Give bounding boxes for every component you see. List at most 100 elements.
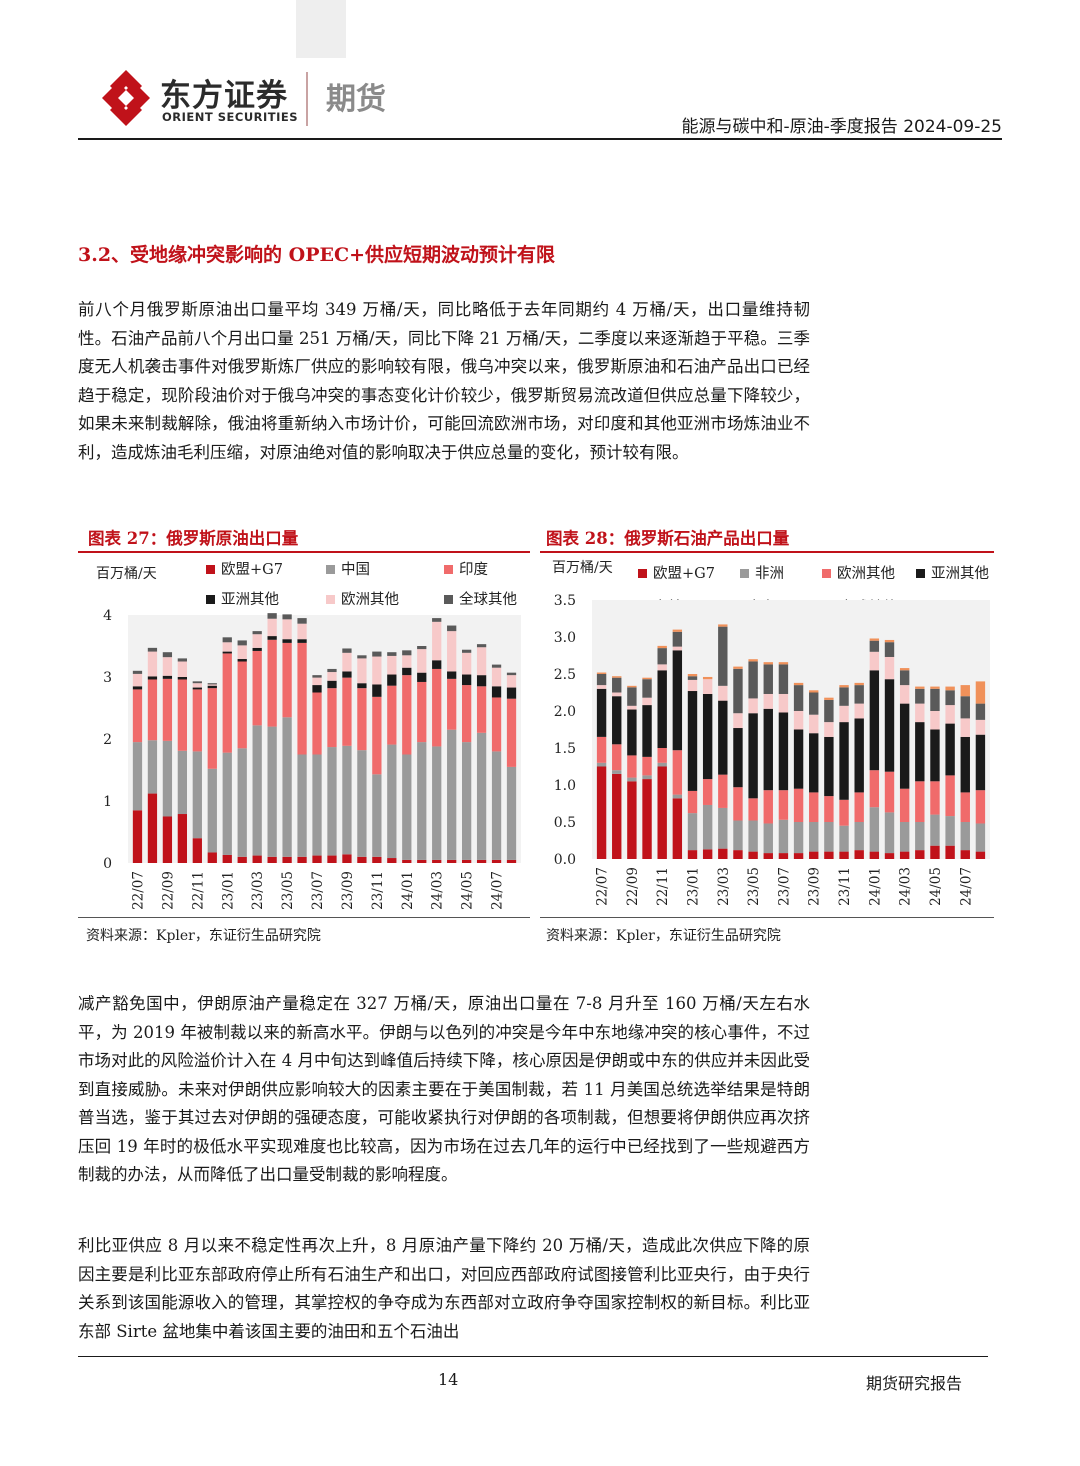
bar-segment: [642, 779, 652, 859]
y-tick-label: 1.5: [554, 741, 576, 757]
bar-segment: [267, 639, 277, 727]
x-tick-label: 24/01: [400, 871, 416, 910]
bar-segment: [342, 677, 352, 746]
bar-segment: [763, 708, 773, 791]
paragraph-2: 减产豁免国中，伊朗原油产量稳定在 327 万桶/天，原油出口量在 7-8 月升至…: [78, 994, 810, 1184]
bar-segment: [869, 670, 880, 771]
bar-segment: [387, 744, 397, 859]
bar-segment: [657, 762, 667, 767]
bar-segment: [899, 670, 910, 686]
bar-segment: [945, 690, 955, 706]
bar-segment: [327, 747, 337, 856]
bar-segment: [447, 671, 457, 679]
bar-segment: [297, 642, 307, 755]
bar-segment: [763, 662, 773, 665]
bar-segment: [476, 732, 487, 860]
bar-segment: [642, 677, 652, 680]
bar-segment: [657, 748, 667, 763]
bar-segment: [237, 748, 247, 857]
legend-swatch: [638, 569, 647, 578]
bar-segment: [687, 674, 698, 677]
bar-segment: [809, 792, 819, 822]
legend-label: 中国: [341, 561, 370, 578]
bar-segment: [642, 705, 652, 757]
bar-segment: [839, 722, 849, 800]
bar-segment: [372, 774, 382, 857]
bar-segment: [267, 618, 277, 637]
bar-segment: [342, 648, 352, 653]
bar-segment: [132, 673, 143, 687]
bar-segment: [192, 683, 202, 688]
bar-segment: [447, 859, 457, 863]
bar-segment: [177, 661, 188, 677]
legend-label: 欧盟+G7: [221, 561, 283, 578]
legend-swatch: [444, 565, 453, 574]
bar-segment: [975, 790, 986, 824]
bar-segment: [372, 684, 382, 697]
bar-segment: [809, 692, 819, 715]
bar-segment: [402, 754, 412, 860]
y-tick-label: 2: [103, 732, 112, 748]
bar-segment: [733, 820, 743, 851]
bar-segment: [596, 736, 607, 763]
bar-segment: [222, 854, 232, 863]
bar-segment: [162, 816, 173, 863]
bar-segment: [884, 656, 895, 680]
x-tick-label: 23/01: [686, 867, 702, 906]
bar-segment: [945, 686, 955, 691]
bar-segment: [778, 712, 789, 791]
bar-segment: [132, 742, 143, 811]
bar-segment: [824, 796, 834, 822]
bar-segment: [642, 679, 652, 698]
bar-segment: [147, 740, 158, 794]
bar-segment: [476, 859, 487, 863]
y-tick-label: 0.0: [554, 852, 576, 868]
bar-segment: [432, 621, 442, 661]
bar-segment: [672, 646, 683, 651]
bar-segment: [282, 619, 292, 640]
bar-segment: [596, 674, 607, 686]
paragraph-3: 利比亚供应 8 月以来不稳定性再次上升，8 月原油产量下降约 20 万桶/天，造…: [78, 1236, 810, 1341]
bar-segment: [748, 698, 758, 714]
y-tick-label: 3: [103, 670, 112, 686]
bar-segment: [342, 652, 352, 672]
bar-segment: [476, 675, 487, 687]
bar-segment: [297, 623, 307, 640]
bar-segment: [162, 652, 173, 658]
x-tick-label: 22/07: [130, 871, 146, 910]
y-tick-label: 0: [103, 856, 112, 872]
bar-segment: [372, 696, 382, 775]
legend-swatch: [822, 569, 831, 578]
page-number: 14: [438, 1370, 459, 1389]
bar-segment: [748, 851, 758, 859]
bar-segment: [207, 685, 217, 689]
bar-segment: [147, 651, 158, 677]
bar-segment: [192, 838, 202, 863]
bar-segment: [687, 813, 698, 851]
bar-segment: [402, 655, 412, 668]
x-tick-label: 23/11: [837, 867, 853, 906]
bar-segment: [687, 676, 698, 680]
bar-segment: [237, 659, 247, 662]
bar-segment: [312, 855, 322, 863]
x-tick-label: 23/05: [746, 867, 762, 906]
bar-segment: [491, 859, 502, 863]
y-tick-label: 3.0: [554, 630, 576, 646]
bar-segment: [945, 723, 955, 776]
bar-segment: [930, 845, 940, 859]
bar-segment: [612, 773, 622, 859]
bar-segment: [899, 668, 910, 671]
bar-segment: [975, 681, 986, 704]
bar-segment: [461, 674, 472, 686]
y-axis-label: 百万桶/天: [552, 560, 613, 576]
bar-segment: [930, 781, 940, 815]
bar-segment: [930, 814, 940, 846]
bar-segment: [733, 850, 743, 859]
bar-segment: [132, 689, 143, 743]
bar-segment: [824, 822, 834, 852]
figure-28-bottom-rule: [540, 917, 994, 918]
bar-segment: [417, 681, 427, 743]
bar-segment: [282, 614, 292, 620]
bar-segment: [702, 676, 713, 680]
bar-segment: [596, 685, 607, 689]
